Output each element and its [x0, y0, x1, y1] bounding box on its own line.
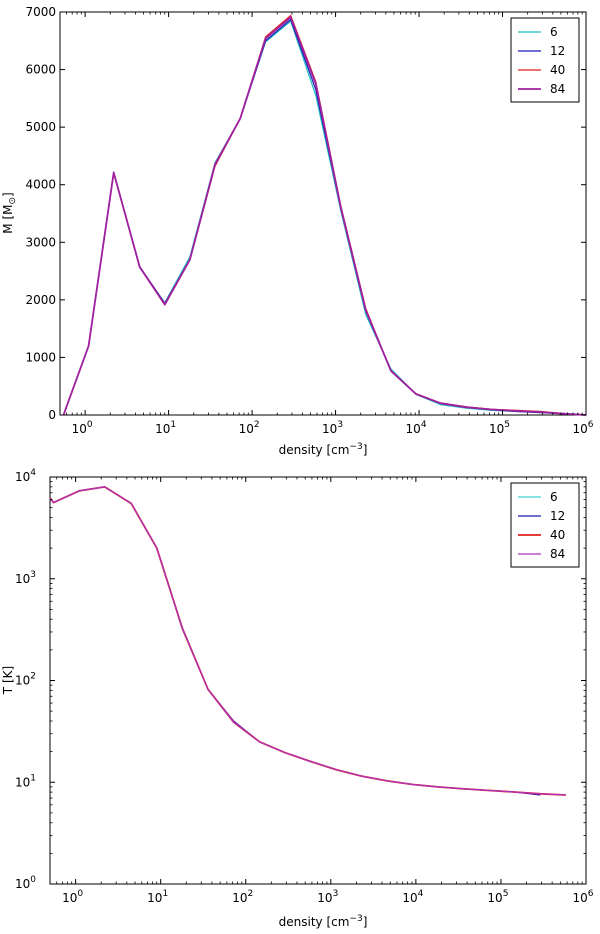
temperature-plot-frame: [49, 476, 587, 885]
y-tick-label: 6000: [25, 63, 56, 77]
legend-label-6: 6: [550, 490, 558, 504]
mass-plot-frame: [59, 11, 587, 416]
mass-x-axis-label: density [cm−3]: [279, 442, 368, 457]
temperature-x-axis-label: density [cm−3]: [279, 914, 368, 929]
x-tick-label: 101: [155, 420, 176, 436]
y-tick-label: 4000: [25, 178, 56, 192]
series-line-84: [49, 486, 566, 796]
temperature-legend: 6 12 40 84: [510, 482, 580, 568]
x-tick-label: 104: [406, 420, 427, 436]
temperature-y-axis-label: T [K]: [1, 666, 15, 695]
mass-legend: 6 12 40 84: [510, 17, 580, 103]
y-tick-label: 5000: [25, 120, 56, 134]
x-tick-label: 106: [572, 420, 593, 436]
x-tick-label: 103: [322, 420, 343, 436]
legend-label-40: 40: [550, 63, 565, 77]
mass-series-lines: [62, 14, 587, 416]
y-tick-label: 7000: [25, 5, 56, 19]
legend-label-12: 12: [550, 509, 565, 523]
y-tick-label: 101: [15, 773, 36, 789]
y-tick-label: 0: [48, 408, 56, 422]
x-tick-label: 105: [489, 420, 510, 436]
x-tick-label: 106: [572, 889, 593, 905]
y-tick-label: 2000: [25, 293, 56, 307]
x-tick-label: 103: [317, 889, 338, 905]
x-tick-label: 101: [147, 889, 168, 905]
temperature-series-lines: [49, 485, 566, 796]
legend-label-40: 40: [550, 528, 565, 542]
temperature-x-ticks: 100 101 102 103 104 105 106: [56, 477, 594, 905]
mass-x-ticks: 100 101 102 103 104 105 106: [66, 12, 594, 436]
mass-panel: 100 101 102 103 104 105 106 0 1000 2000 3000 4000 5…: [1, 5, 594, 457]
legend-label-84: 84: [550, 547, 565, 561]
mass-y-axis-label: M [M⊙]: [1, 192, 18, 233]
temperature-panel: 100 101 102 103 104 105 106 100 101 102 103 104 de…: [1, 468, 594, 929]
y-tick-label: 3000: [25, 235, 56, 249]
y-tick-label: 100: [15, 875, 36, 891]
y-tick-label: 102: [15, 672, 36, 688]
temperature-y-ticks: 100 101 102 103 104: [15, 468, 586, 891]
mass-y-ticks: 0 1000 2000 3000 4000 5000 6000 7000: [25, 5, 586, 422]
x-tick-label: 102: [232, 889, 253, 905]
x-tick-label: 105: [487, 889, 508, 905]
legend-label-84: 84: [550, 82, 565, 96]
x-tick-label: 104: [402, 889, 423, 905]
x-tick-label: 102: [239, 420, 260, 436]
legend-label-6: 6: [550, 25, 558, 39]
series-line-84: [62, 16, 587, 416]
y-tick-label: 103: [15, 570, 36, 586]
x-tick-label: 100: [62, 889, 83, 905]
x-tick-label: 100: [72, 420, 93, 436]
y-tick-label: 1000: [25, 350, 56, 364]
y-tick-label: 104: [15, 468, 36, 484]
legend-label-12: 12: [550, 44, 565, 58]
